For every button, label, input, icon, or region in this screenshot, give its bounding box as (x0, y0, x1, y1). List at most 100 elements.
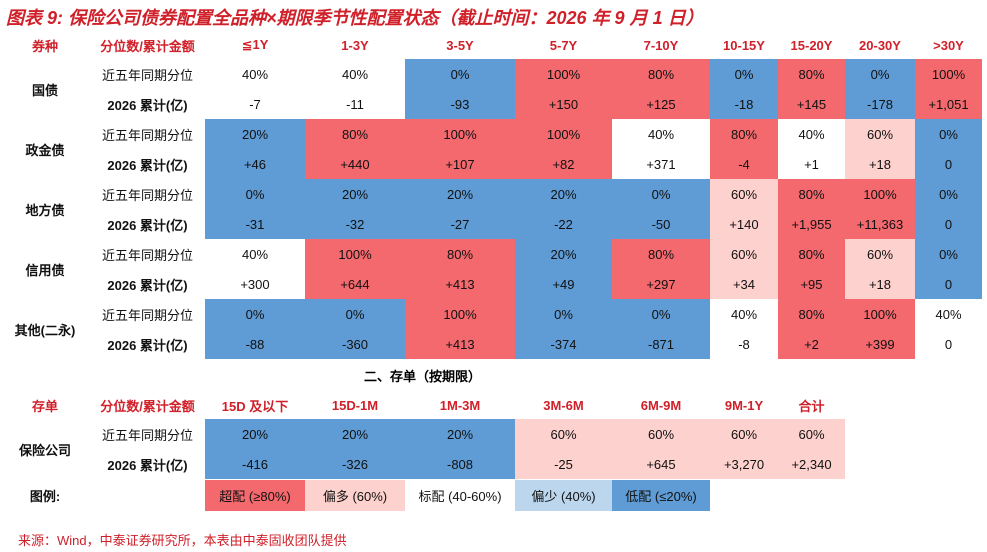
legend-item: 偏少 (40%) (515, 480, 612, 511)
value-cell: +2 (778, 329, 845, 359)
value-cell: 100% (305, 239, 405, 269)
value-cell: 0% (915, 119, 982, 149)
value-cell: -7 (205, 89, 305, 119)
value-cell: 40% (205, 239, 305, 269)
value-cell: +300 (205, 269, 305, 299)
value-cell: 40% (612, 119, 710, 149)
value-cell: 0% (710, 59, 778, 89)
group-name: 保险公司 (18, 442, 71, 458)
row-label: 2026 累计(亿) (107, 97, 188, 113)
value-cell: 80% (778, 239, 845, 269)
value-cell: 0% (205, 179, 305, 209)
value-cell: 60% (710, 179, 778, 209)
header-cell: 10-15Y (723, 37, 765, 53)
row-label: 2026 累计(亿) (107, 217, 188, 233)
legend-item: 低配 (≤20%) (612, 480, 710, 511)
value-cell: 40% (778, 119, 845, 149)
value-cell: 100% (845, 299, 915, 329)
value-cell: 80% (612, 59, 710, 89)
row-label: 近五年同期分位 (101, 67, 193, 83)
title: 图表 9: 保险公司债券配置全品种×期限季节性配置状态（截止时间：2026 年 … (6, 8, 704, 28)
row-label: 近五年同期分位 (101, 307, 193, 323)
value-cell: -50 (612, 209, 710, 239)
header-cell: 7-10Y (643, 37, 679, 53)
header-cell: 1-3Y (341, 37, 369, 53)
value-cell: +145 (778, 89, 845, 119)
row-label: 2026 累计(亿) (107, 337, 188, 353)
value-cell: +440 (305, 149, 405, 179)
group-name: 其他(二永) (14, 322, 76, 338)
value-cell: -326 (305, 449, 405, 479)
value-cell: 0 (915, 329, 982, 359)
value-cell: +3,270 (710, 449, 778, 479)
value-cell: 20% (305, 179, 405, 209)
value-cell: 40% (205, 59, 305, 89)
group-name: 国债 (31, 82, 58, 98)
value-cell: 20% (515, 179, 612, 209)
row-label: 近五年同期分位 (101, 127, 193, 143)
value-cell: 0% (915, 179, 982, 209)
value-cell: 20% (405, 419, 515, 449)
value-cell: 0% (205, 299, 305, 329)
value-cell: 80% (710, 119, 778, 149)
value-cell: +1,051 (915, 89, 982, 119)
value-cell: 100% (515, 59, 612, 89)
value-cell: -4 (710, 149, 778, 179)
value-cell: 0% (915, 239, 982, 269)
value-cell: +297 (612, 269, 710, 299)
value-cell: +46 (205, 149, 305, 179)
legend-item: 超配 (≥80%) (205, 480, 305, 511)
value-cell: 0 (915, 269, 982, 299)
value-cell: 100% (405, 119, 515, 149)
value-cell: 60% (778, 419, 845, 449)
header-cell: 20-30Y (859, 37, 901, 53)
value-cell: +140 (710, 209, 778, 239)
legend-item: 偏多 (60%) (305, 480, 405, 511)
value-cell: +82 (515, 149, 612, 179)
source: 来源：Wind，中泰证券研究所，本表由中泰固收团队提供 (18, 533, 347, 548)
value-cell: -360 (305, 329, 405, 359)
value-cell: 0% (845, 59, 915, 89)
value-cell: 40% (915, 299, 982, 329)
value-cell: 60% (612, 419, 710, 449)
value-cell: 0% (612, 179, 710, 209)
value-cell: +11,363 (845, 209, 915, 239)
value-cell: -11 (305, 89, 405, 119)
value-cell: -27 (405, 209, 515, 239)
value-cell: -871 (612, 329, 710, 359)
header-cell: 15D-1M (331, 397, 379, 413)
value-cell: +125 (612, 89, 710, 119)
value-cell: 60% (845, 239, 915, 269)
group-name: 政金债 (25, 142, 65, 158)
value-cell: 0% (405, 59, 515, 89)
header-cell: 券种 (31, 38, 58, 54)
value-cell: 60% (845, 119, 915, 149)
value-cell: -808 (405, 449, 515, 479)
value-cell: 60% (710, 239, 778, 269)
value-cell: 0 (915, 149, 982, 179)
value-cell: 0% (612, 299, 710, 329)
value-cell: 80% (405, 239, 515, 269)
value-cell: -31 (205, 209, 305, 239)
value-cell: 100% (405, 299, 515, 329)
value-cell: 100% (845, 179, 915, 209)
value-cell: +2,340 (778, 449, 845, 479)
header-cell: 1M-3M (439, 397, 481, 413)
value-cell: -22 (515, 209, 612, 239)
header-cell: ≦1Y (241, 37, 269, 52)
value-cell: +18 (845, 149, 915, 179)
value-cell: +1,955 (778, 209, 845, 239)
header-cell: 15-20Y (790, 37, 833, 53)
value-cell: +49 (515, 269, 612, 299)
value-cell: +18 (845, 269, 915, 299)
section-title: 二、存单（按期限） (363, 369, 481, 384)
value-cell: +399 (845, 329, 915, 359)
legend-item: 标配 (40-60%) (405, 480, 515, 511)
value-cell: -416 (205, 449, 305, 479)
value-cell: +371 (612, 149, 710, 179)
value-cell: -178 (845, 89, 915, 119)
header-cell: 合计 (798, 398, 825, 414)
value-cell: +107 (405, 149, 515, 179)
value-cell: 60% (515, 419, 612, 449)
legend-label: 图例: (29, 489, 61, 504)
